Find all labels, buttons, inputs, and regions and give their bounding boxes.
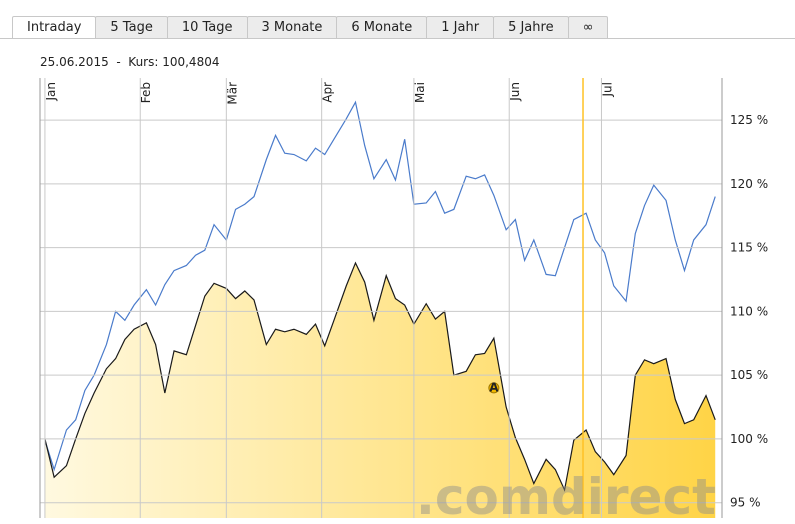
line [44, 261, 716, 492]
x-tick-label: Mai [413, 82, 427, 103]
y-tick-label: 125 % [730, 113, 768, 127]
x-tick-label: Jun [508, 82, 522, 102]
area [44, 262, 716, 518]
x-tick-label: Apr [321, 82, 335, 103]
line [44, 100, 716, 472]
annotation-label: A [489, 380, 499, 394]
tab[interactable]: Intraday [12, 16, 97, 39]
x-tick-label: Mär [225, 82, 239, 105]
x-tick-label: Feb [139, 82, 153, 103]
tab[interactable]: ∞ [567, 16, 609, 39]
x-tick-label: Jul [600, 82, 614, 97]
tab[interactable]: 5 Jahre [493, 16, 569, 39]
watermark: .comdirect [416, 468, 716, 524]
tab[interactable]: 10 Tage [166, 16, 248, 39]
tab-divider [0, 38, 795, 39]
annotation-marker [488, 382, 500, 394]
chart-subtitle: 25.06.2015 - Kurs: 100,4804 [40, 55, 220, 69]
tab[interactable]: 6 Monate [336, 16, 428, 39]
plot-area [44, 100, 716, 518]
y-tick-label: 115 % [730, 241, 768, 255]
tab[interactable]: 1 Jahr [426, 16, 495, 39]
y-tick-label: 95 % [730, 496, 761, 510]
tab[interactable]: 5 Tage [95, 16, 168, 39]
x-tick-label: Jan [44, 82, 58, 102]
y-tick-label: 120 % [730, 177, 768, 191]
y-tick-label: 105 % [730, 368, 768, 382]
y-tick-label: 110 % [730, 304, 768, 318]
tab-bar: Intraday 5 Tage 10 Tage 3 Monate 6 Monate 1 J… [12, 16, 609, 39]
tab[interactable]: 3 Monate [246, 16, 338, 39]
y-tick-label: 100 % [730, 432, 768, 446]
